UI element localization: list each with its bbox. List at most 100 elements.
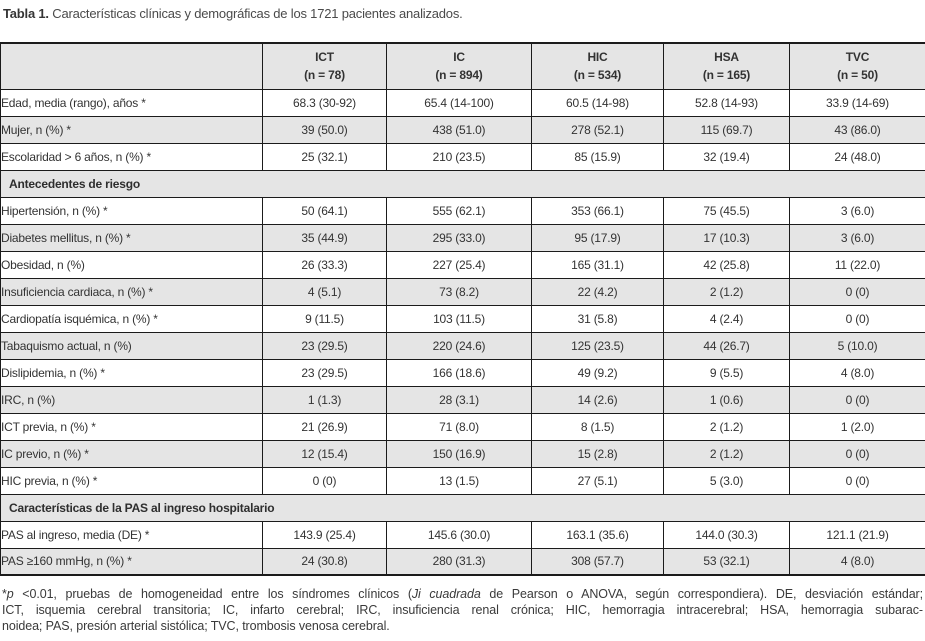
row-label: Insuficiencia cardiaca, n (%) * [0,277,263,306]
row-value-ic: 73 (8.2) [386,277,532,306]
row-value-ic: 28 (3.1) [386,385,532,414]
table-row: Diabetes mellitus, n (%) * 35 (44.9) 295… [0,223,925,252]
row-label: PAS al ingreso, media (DE) * [0,520,263,549]
row-value-ict: 24 (30.8) [262,547,387,576]
row-value-tvc: 0 (0) [789,277,925,306]
header-col-tvc: TVC (n = 50) [789,42,925,90]
table-row: Dislipidemia, n (%) * 23 (29.5) 166 (18.… [0,358,925,387]
footnote-line-2: ICT, isquemia cerebral transitoria; IC, … [2,603,923,617]
row-value-ic: 166 (18.6) [386,358,532,387]
table-section-row: Antecedentes de riesgo [0,169,925,198]
row-value-ic: 295 (33.0) [386,223,532,252]
footnote: *p <0.01, pruebas de homogeneidad entre … [2,586,923,634]
header-empty-cell [0,42,263,90]
row-value-ic: 150 (16.9) [386,439,532,468]
row-value-tvc: 43 (86.0) [789,115,925,144]
table-row: Tabaquismo actual, n (%) 23 (29.5) 220 (… [0,331,925,360]
row-value-hic: 85 (15.9) [531,142,664,171]
row-label: Diabetes mellitus, n (%) * [0,223,263,252]
row-value-ict: 143.9 (25.4) [262,520,387,549]
table-body: Edad, media (rango), años * 68.3 (30-92)… [0,88,925,576]
header-col-label: IC [453,50,465,65]
row-value-tvc: 4 (8.0) [789,358,925,387]
header-col-ict: ICT (n = 78) [262,42,387,90]
row-value-hsa: 2 (1.2) [663,412,790,441]
row-value-ic: 438 (51.0) [386,115,532,144]
row-value-hsa: 42 (25.8) [663,250,790,279]
row-label: Obesidad, n (%) [0,250,263,279]
table-row: Mujer, n (%) * 39 (50.0) 438 (51.0) 278 … [0,115,925,144]
row-value-hic: 163.1 (35.6) [531,520,664,549]
row-value-tvc: 5 (10.0) [789,331,925,360]
row-value-hic: 353 (66.1) [531,196,664,225]
row-value-ict: 35 (44.9) [262,223,387,252]
row-value-tvc: 0 (0) [789,304,925,333]
row-value-hsa: 115 (69.7) [663,115,790,144]
row-value-tvc: 3 (6.0) [789,196,925,225]
row-value-ic: 103 (11.5) [386,304,532,333]
row-value-ict: 68.3 (30-92) [262,88,387,117]
row-label: HIC previa, n (%) * [0,466,263,495]
table-title-number: Tabla 1. [3,6,49,21]
footnote-line-3: noidea; PAS, presión arterial sistólica;… [2,619,390,633]
row-value-hic: 95 (17.9) [531,223,664,252]
row-value-tvc: 0 (0) [789,385,925,414]
row-value-ict: 23 (29.5) [262,358,387,387]
row-label: Hipertensión, n (%) * [0,196,263,225]
row-value-ic: 220 (24.6) [386,331,532,360]
row-value-ict: 12 (15.4) [262,439,387,468]
row-value-tvc: 4 (8.0) [789,547,925,576]
section-label: Antecedentes de riesgo [0,169,925,198]
header-col-n: (n = 894) [435,68,483,83]
header-col-n: (n = 50) [837,68,878,83]
row-value-ic: 71 (8.0) [386,412,532,441]
footnote-ji-italic: Ji cuadrada [411,587,481,601]
table-row: Edad, media (rango), años * 68.3 (30-92)… [0,88,925,117]
table-title-text: Características clínicas y demográficas … [48,6,463,21]
row-value-ict: 0 (0) [262,466,387,495]
row-value-hsa: 9 (5.5) [663,358,790,387]
row-value-ict: 9 (11.5) [262,304,387,333]
row-value-hic: 125 (23.5) [531,331,664,360]
section-label: Características de la PAS al ingreso hos… [0,493,925,522]
row-value-ic: 210 (23.5) [386,142,532,171]
footnote-text-a: <0.01, pruebas de homogeneidad entre los… [13,587,412,601]
row-value-hic: 8 (1.5) [531,412,664,441]
row-value-tvc: 24 (48.0) [789,142,925,171]
row-label: IRC, n (%) [0,385,263,414]
row-value-ict: 1 (1.3) [262,385,387,414]
row-value-ict: 25 (32.1) [262,142,387,171]
row-value-tvc: 3 (6.0) [789,223,925,252]
table-row: Cardiopatía isquémica, n (%) * 9 (11.5) … [0,304,925,333]
row-value-hsa: 32 (19.4) [663,142,790,171]
row-label: Mujer, n (%) * [0,115,263,144]
table-row: Escolaridad > 6 años, n (%) * 25 (32.1) … [0,142,925,171]
row-value-ict: 23 (29.5) [262,331,387,360]
footnote-line-1: *p <0.01, pruebas de homogeneidad entre … [2,586,923,602]
table-header-row: ICT (n = 78) IC (n = 894) HIC (n = 534) … [0,42,925,90]
clinical-characteristics-table: ICT (n = 78) IC (n = 894) HIC (n = 534) … [0,42,925,576]
row-value-hsa: 2 (1.2) [663,439,790,468]
row-value-ict: 39 (50.0) [262,115,387,144]
header-col-n: (n = 534) [573,68,622,83]
row-value-hsa: 53 (32.1) [663,547,790,576]
row-value-hic: 22 (4.2) [531,277,664,306]
row-label: ICT previa, n (%) * [0,412,263,441]
row-value-ict: 21 (26.9) [262,412,387,441]
row-value-hsa: 52.8 (14-93) [663,88,790,117]
row-label: IC previo, n (%) * [0,439,263,468]
row-label: Dislipidemia, n (%) * [0,358,263,387]
row-value-hsa: 5 (3.0) [663,466,790,495]
header-col-label: ICT [315,50,334,65]
table-row: PAS al ingreso, media (DE) * 143.9 (25.4… [0,520,925,549]
row-value-hic: 27 (5.1) [531,466,664,495]
header-col-n: (n = 165) [702,68,751,83]
table-row: ICT previa, n (%) * 21 (26.9) 71 (8.0) 8… [0,412,925,441]
row-value-hic: 278 (52.1) [531,115,664,144]
row-value-tvc: 0 (0) [789,439,925,468]
table-row: IRC, n (%) 1 (1.3) 28 (3.1) 14 (2.6) 1 (… [0,385,925,414]
row-value-hic: 15 (2.8) [531,439,664,468]
row-value-hsa: 4 (2.4) [663,304,790,333]
row-value-hic: 14 (2.6) [531,385,664,414]
